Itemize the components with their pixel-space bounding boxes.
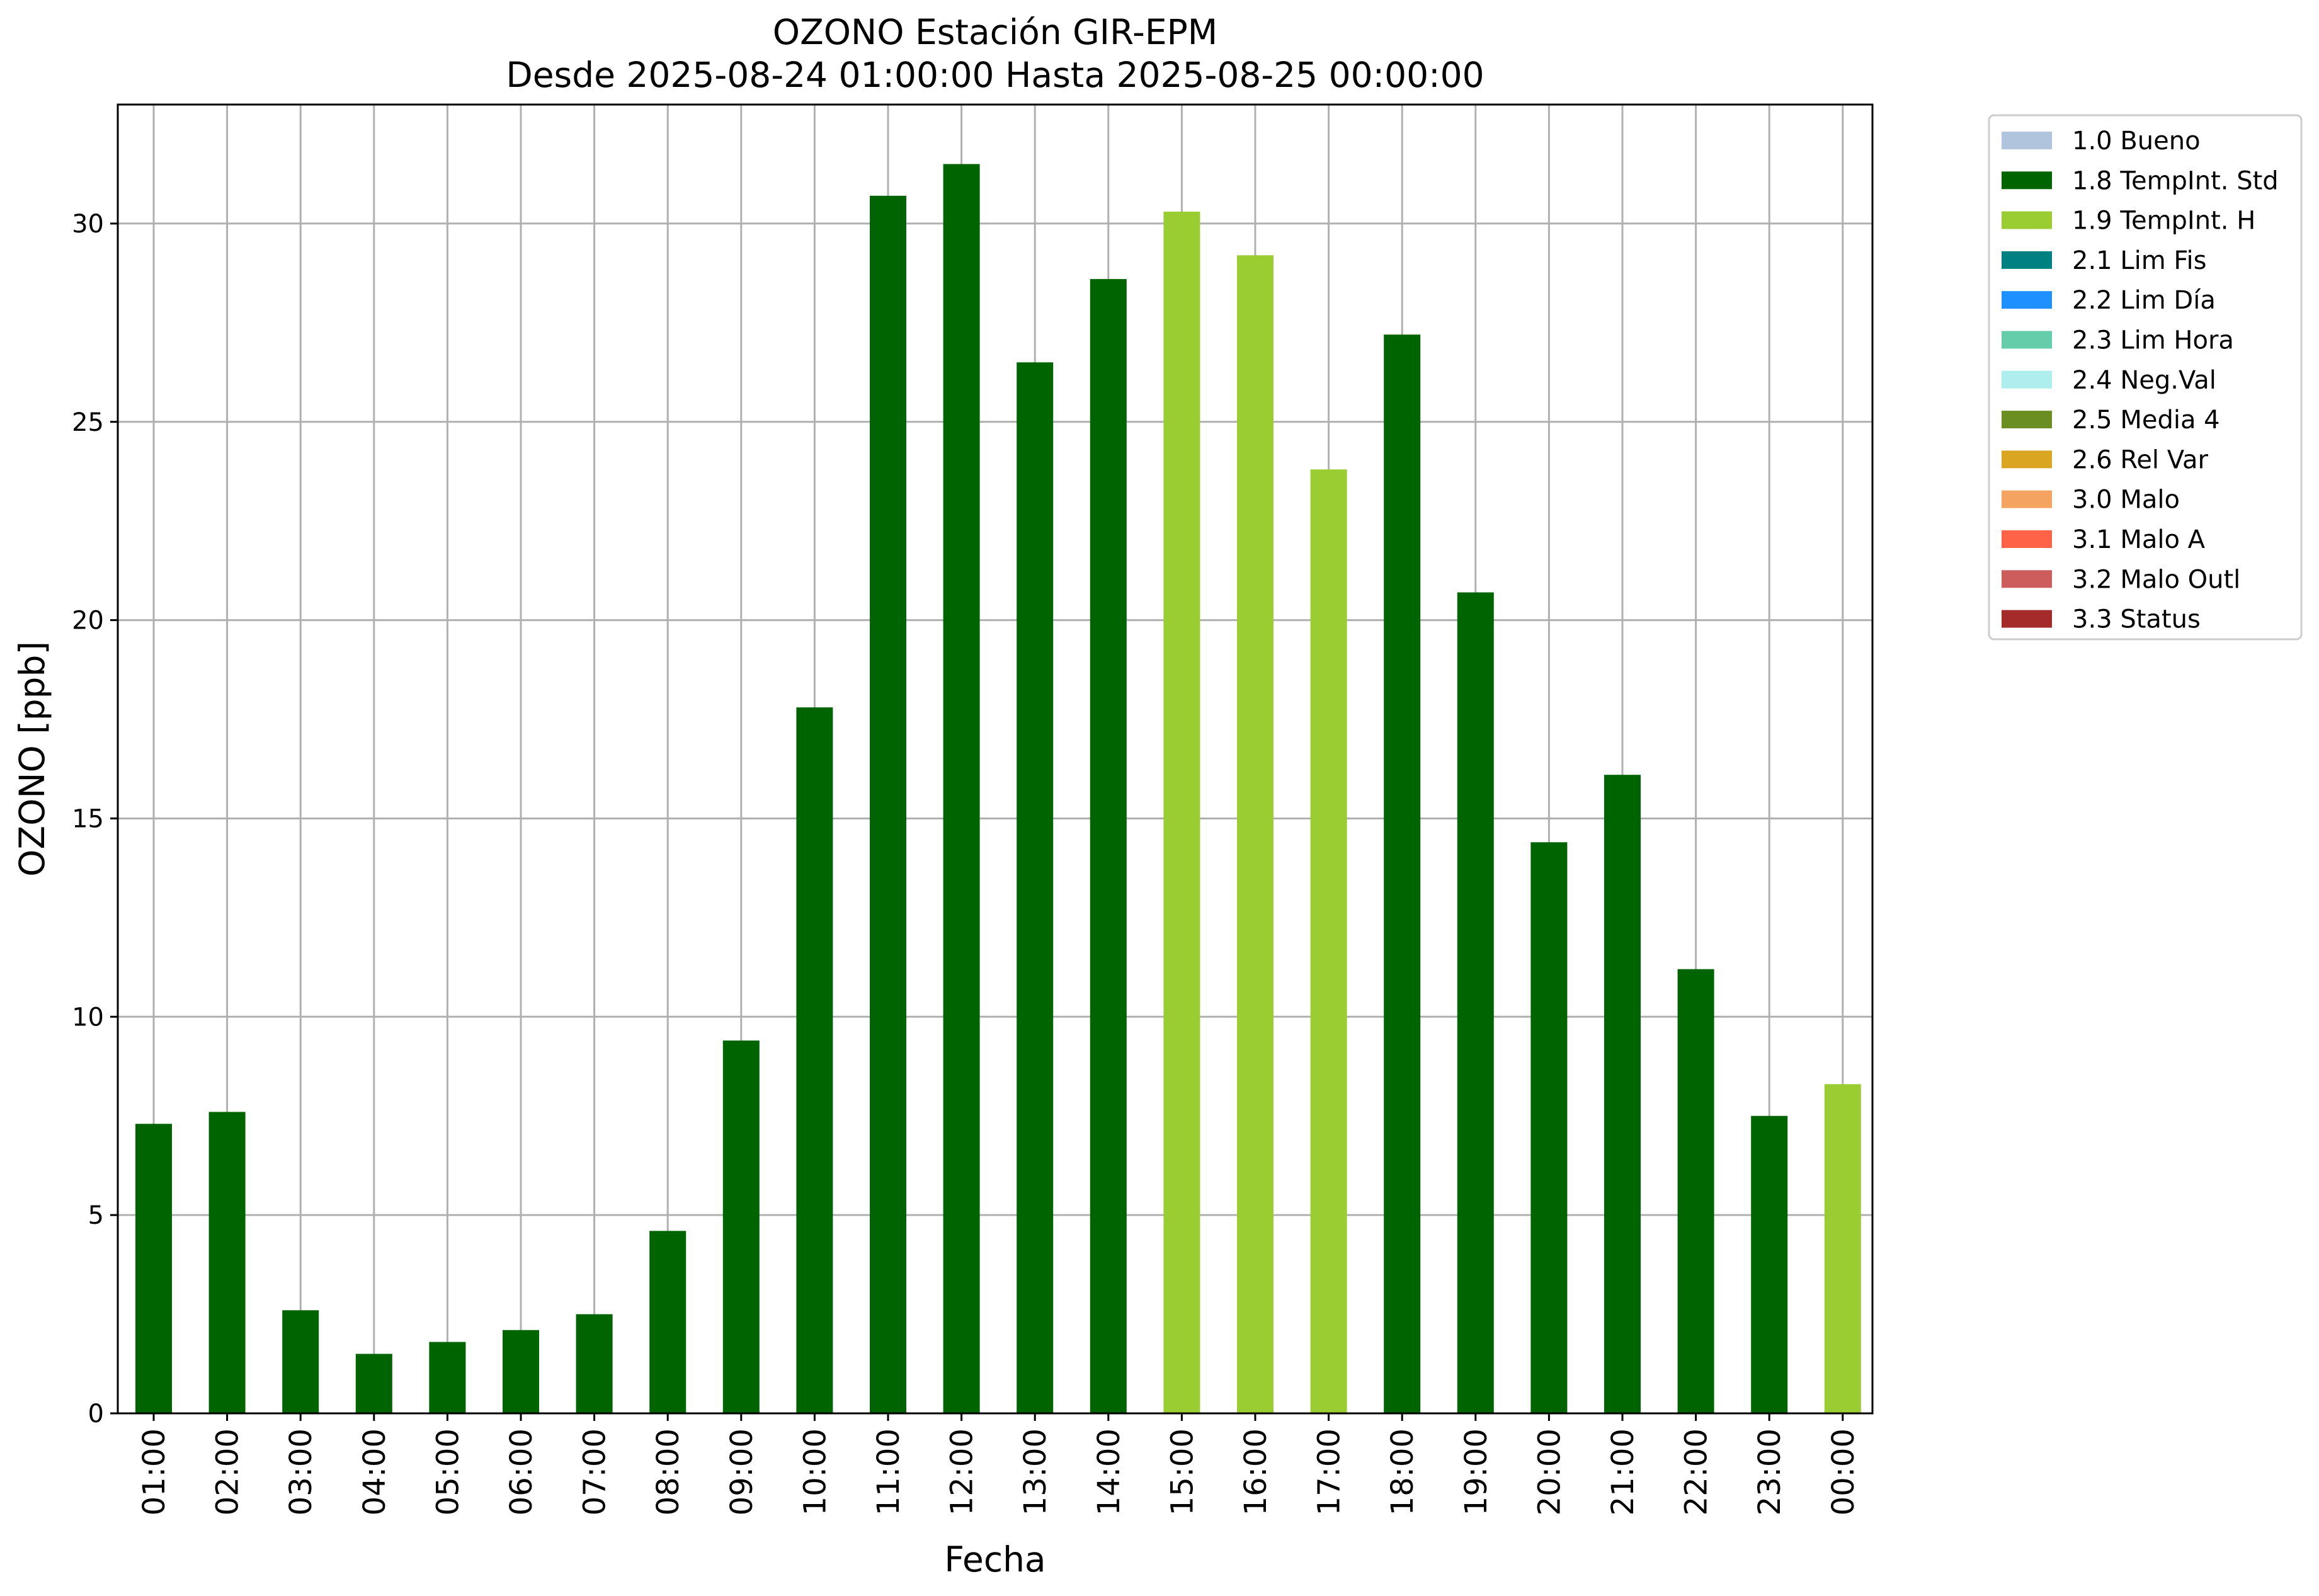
x-tick-label: 08:00 [651,1428,686,1515]
bar-1300 [1017,362,1054,1414]
legend-label: 1.9 TempInt. H [2072,207,2255,236]
bar-1800 [1384,334,1421,1413]
bar-1400 [1090,279,1127,1414]
bars [135,164,1861,1414]
bar-0000 [1824,1084,1861,1413]
y-axis-label: OZONO [ppb] [12,641,52,877]
x-axis-ticks: 01:00 02:00 03:00 04:00 05:00 06:00 07:00 08:00… [137,1413,1861,1515]
y-tick-label: 10 [72,1003,104,1032]
bar-0800 [649,1231,687,1413]
x-tick-label: 07:00 [578,1428,613,1515]
legend-label: 3.3 Status [2072,605,2201,634]
bar-1600 [1237,255,1273,1413]
legend-label: 3.0 Malo [2072,486,2180,515]
y-axis-ticks: 0 5 10 15 20 25 30 [72,210,118,1428]
x-axis-label: Fecha [944,1539,1046,1580]
x-tick-label: 20:00 [1532,1428,1567,1515]
x-tick-label: 06:00 [504,1428,539,1515]
bar-0500 [429,1342,466,1413]
bar-1500 [1163,212,1200,1413]
bar-1700 [1310,469,1347,1413]
bar-0300 [282,1310,319,1413]
legend-swatch [2002,291,2052,309]
bar-0700 [576,1314,613,1413]
legend-label: 3.1 Malo A [2072,525,2206,554]
bar-2300 [1751,1115,1788,1413]
bar-0200 [208,1112,246,1413]
legend-swatch [2002,570,2052,588]
x-tick-label: 15:00 [1165,1428,1200,1515]
x-tick-label: 10:00 [797,1428,833,1515]
legend-label: 3.2 Malo Outl [2072,565,2240,594]
legend-swatch [2002,211,2052,229]
bar-2100 [1604,775,1641,1413]
legend-label: 2.4 Neg.Val [2072,366,2216,395]
y-tick-label: 25 [72,408,104,437]
bar-0600 [503,1330,539,1413]
y-tick-label: 0 [88,1399,104,1428]
y-tick-label: 30 [72,210,104,239]
legend-swatch [2002,171,2052,190]
x-tick-label: 04:00 [357,1428,392,1515]
y-tick-label: 5 [88,1201,104,1230]
x-tick-label: 13:00 [1018,1428,1053,1515]
y-tick-label: 15 [72,804,104,833]
bar-1200 [943,164,980,1413]
legend-swatch [2002,370,2052,389]
legend-label: 2.3 Lim Hora [2072,326,2234,355]
bar-0400 [355,1354,392,1413]
x-tick-label: 00:00 [1826,1428,1861,1515]
x-tick-label: 02:00 [210,1428,246,1515]
bar-0900 [722,1040,760,1413]
x-tick-label: 05:00 [430,1428,465,1515]
x-tick-label: 21:00 [1605,1428,1641,1515]
x-tick-label: 23:00 [1752,1428,1787,1515]
plot-frame [117,103,1874,1415]
x-tick-label: 11:00 [871,1428,906,1515]
chart-subtitle: Desde 2025-08-24 01:00:00 Hasta 2025-08-… [506,55,1484,95]
legend-swatch [2002,530,2052,548]
bar-0100 [135,1124,172,1413]
x-tick-label: 03:00 [283,1428,319,1515]
legend-label: 1.8 TempInt. Std [2072,166,2279,195]
x-tick-label: 16:00 [1238,1428,1273,1515]
x-tick-label: 14:00 [1091,1428,1127,1515]
legend-label: 2.6 Rel Var [2072,445,2209,474]
legend-swatch [2002,132,2052,149]
x-tick-label: 12:00 [945,1428,980,1515]
legend-swatch [2002,450,2052,469]
legend-box [1988,114,2303,641]
bar-1100 [870,195,906,1413]
legend-label: 2.1 Lim Fis [2072,246,2206,275]
legend-label: 2.2 Lim Día [2072,286,2216,315]
x-tick-label: 09:00 [724,1428,760,1515]
chart-title: OZONO Estación GIR-EPM [773,12,1217,52]
bar-2000 [1530,842,1568,1413]
legend-swatch [2002,331,2052,349]
bar-2200 [1677,969,1714,1413]
legend-label: 2.5 Media 4 [2072,406,2220,435]
legend-swatch [2002,251,2052,269]
bar-1900 [1457,592,1494,1413]
legend-swatch [2002,490,2052,508]
y-tick-label: 20 [72,607,104,636]
legend-swatch [2002,411,2052,429]
bar-1000 [796,707,833,1413]
legend: 1.0 Bueno 1.8 TempInt. Std 1.9 TempInt. H 2… [1988,114,2303,641]
x-tick-label: 17:00 [1312,1428,1347,1515]
legend-swatch [2002,610,2052,628]
x-tick-label: 22:00 [1679,1428,1714,1515]
x-tick-label: 01:00 [137,1428,172,1515]
x-tick-label: 18:00 [1385,1428,1420,1515]
legend-label: 1.0 Bueno [2072,127,2201,156]
x-tick-label: 19:00 [1459,1428,1494,1515]
